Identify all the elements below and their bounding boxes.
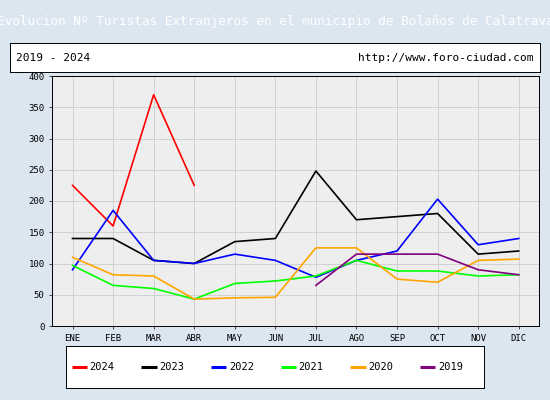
Text: http://www.foro-ciudad.com: http://www.foro-ciudad.com (358, 53, 534, 63)
Text: 2022: 2022 (229, 362, 254, 372)
Text: 2020: 2020 (368, 362, 393, 372)
Text: 2021: 2021 (299, 362, 324, 372)
Text: Evolucion Nº Turistas Extranjeros en el municipio de Bolaños de Calatrava: Evolucion Nº Turistas Extranjeros en el … (0, 14, 550, 28)
Text: 2023: 2023 (160, 362, 184, 372)
Text: 2024: 2024 (90, 362, 115, 372)
Text: 2019 - 2024: 2019 - 2024 (16, 53, 91, 63)
Text: 2019: 2019 (438, 362, 463, 372)
